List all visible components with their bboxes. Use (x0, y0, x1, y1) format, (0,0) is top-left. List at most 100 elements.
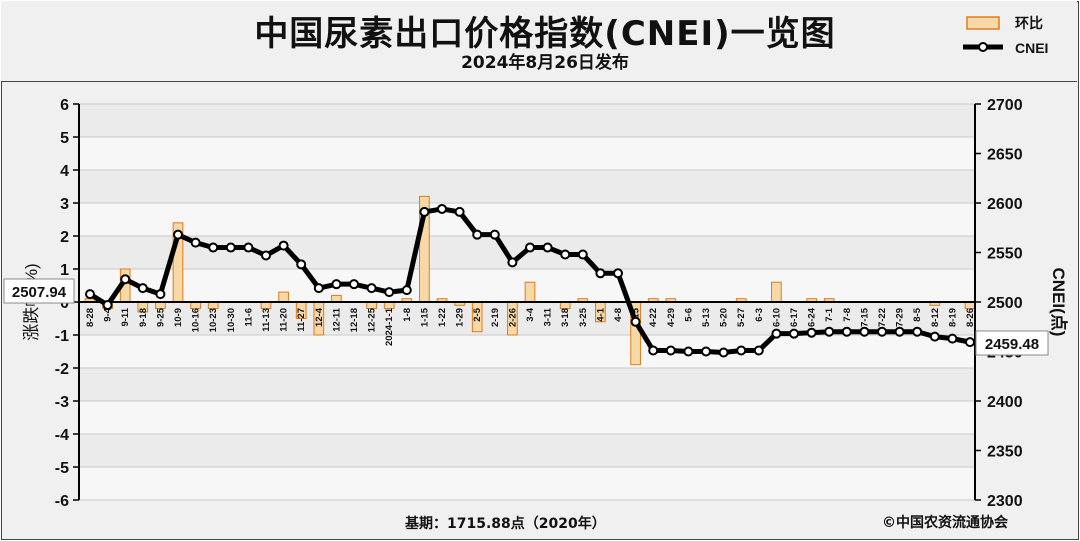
cnei-point-9-11 (120, 274, 131, 285)
right-tick-label: 2350 (987, 444, 1023, 461)
cnei-point-3-25 (577, 249, 588, 260)
cnei-point-7-22 (877, 326, 887, 337)
x-tick-label: 11-20 (279, 308, 290, 332)
x-tick-label: 5-6 (683, 308, 694, 322)
right-tick-label: 2300 (987, 493, 1023, 510)
left-tick-label: 1 (60, 262, 69, 279)
cnei-point-2-19 (489, 229, 500, 240)
left-tick-label: 3 (60, 196, 69, 213)
right-tick-label: 2650 (987, 147, 1023, 164)
x-tick-label: 12-18 (349, 308, 360, 332)
right-tick-label: 2550 (987, 246, 1023, 263)
y-right-title: CNEI(点) (1049, 268, 1069, 337)
x-tick-label: 9-18 (138, 308, 149, 327)
x-tick-label: 1-29 (455, 308, 466, 327)
right-tick-label: 2600 (987, 196, 1023, 213)
cnei-point-11-27 (296, 259, 307, 270)
cnei-point-12-4 (313, 283, 324, 294)
right-tick-label: 2500 (987, 295, 1023, 312)
cnei-point-5-13 (701, 346, 711, 357)
cnei-point-10-30 (225, 242, 236, 253)
x-tick-label: 7-29 (895, 308, 906, 327)
legend-bar-label: 环比 (1015, 15, 1043, 31)
grid-band (79, 335, 975, 368)
left-tick-label: 2 (60, 229, 69, 246)
left-tick-label: -3 (55, 394, 69, 411)
x-tick-label: 3-4 (525, 307, 536, 321)
cnei-point-12-25 (366, 283, 377, 294)
cnei-point-5-20 (718, 347, 729, 358)
x-tick-label: 11-27 (296, 308, 307, 332)
cnei-point-11-6 (243, 242, 254, 253)
left-tick-label: -5 (55, 460, 69, 477)
x-tick-label: 6-3 (754, 308, 765, 322)
x-tick-label: 1-8 (402, 308, 413, 322)
cnei-point-4-22 (648, 345, 659, 356)
x-tick-label: 8-26 (965, 308, 976, 327)
bar-3-4 (524, 281, 536, 303)
x-tick-label: 1-15 (419, 307, 430, 327)
cnei-point-8-28 (85, 289, 95, 300)
x-tick-label: 12-4 (314, 307, 325, 327)
footer-base-period: 基期：1715.88点（2020年） (405, 516, 606, 532)
x-tick-label: 4-22 (648, 308, 659, 327)
x-tick-label: 10-30 (226, 308, 237, 332)
x-tick-label: 4-1 (595, 307, 606, 321)
cnei-point-8-5 (912, 326, 923, 337)
x-tick-label: 3-18 (560, 308, 571, 327)
x-tick-label: 2-5 (472, 307, 483, 321)
cnei-point-2-5 (472, 229, 483, 240)
cnei-point-4-15 (630, 316, 641, 327)
cnei-point-5-6 (683, 346, 694, 357)
cnei-point-9-18 (137, 283, 148, 294)
cnei-point-12-11 (331, 279, 342, 290)
cnei-point-6-17 (789, 328, 799, 339)
cnei-point-6-10 (771, 328, 782, 339)
cnei-point-10-9 (173, 229, 183, 240)
x-tick-label: 5-13 (701, 308, 712, 327)
x-tick-label: 3-25 (578, 307, 589, 327)
cnei-point-11-20 (278, 240, 289, 251)
x-tick-label: 9-11 (120, 307, 131, 326)
grid-band (79, 203, 975, 236)
bar-11-20 (278, 291, 289, 303)
chart-subtitle: 2024年8月26日发布 (461, 53, 629, 73)
cnei-point-1-15 (419, 206, 430, 217)
grid-band (79, 137, 975, 170)
end-value-label: 2459.48 (985, 336, 1039, 353)
left-tick-label: -2 (55, 361, 69, 378)
cnei-point-4-29 (665, 345, 676, 356)
x-tick-label: 3-11 (543, 307, 554, 326)
cnei-point-9-4 (102, 299, 113, 310)
header (1, 1, 1077, 82)
cnei-point-1-29 (454, 206, 465, 217)
left-tick-label: 4 (60, 163, 69, 180)
cnei-point-3-11 (542, 242, 553, 253)
right-tick-label: 2400 (987, 394, 1023, 411)
start-value-box (3, 278, 75, 304)
x-tick-label: 4-8 (613, 308, 624, 322)
footer-copyright: ©中国农资流通协会 (882, 515, 1008, 531)
x-tick-label: 7-22 (877, 308, 888, 327)
x-tick-label: 11-13 (261, 308, 272, 332)
left-tick-label: -6 (55, 493, 69, 510)
end-value-box (975, 330, 1049, 356)
x-tick-label: 8-28 (85, 308, 96, 327)
start-value-label: 2507.94 (12, 284, 67, 301)
x-tick-label: 9-25 (155, 307, 166, 327)
x-tick-label: 4-29 (666, 308, 677, 327)
chart-title: 中国尿素出口价格指数(CNEI)一览图 (254, 14, 836, 54)
x-tick-label: 10-16 (191, 308, 202, 332)
left-tick-label: -4 (55, 427, 69, 444)
x-tick-label: 2-19 (490, 308, 501, 327)
right-tick-label: 2700 (987, 97, 1023, 114)
cnei-point-4-1 (595, 268, 606, 279)
cnei-point-5-27 (736, 345, 747, 356)
x-tick-label: 8-5 (912, 307, 923, 321)
x-tick-label: 5-20 (719, 308, 730, 327)
x-tick-label: 8-12 (930, 308, 941, 327)
cnei-point-7-29 (894, 326, 905, 337)
cnei-point-1-22 (437, 203, 447, 214)
cnei-point-8-19 (947, 333, 958, 344)
left-tick-label: 5 (60, 130, 69, 147)
